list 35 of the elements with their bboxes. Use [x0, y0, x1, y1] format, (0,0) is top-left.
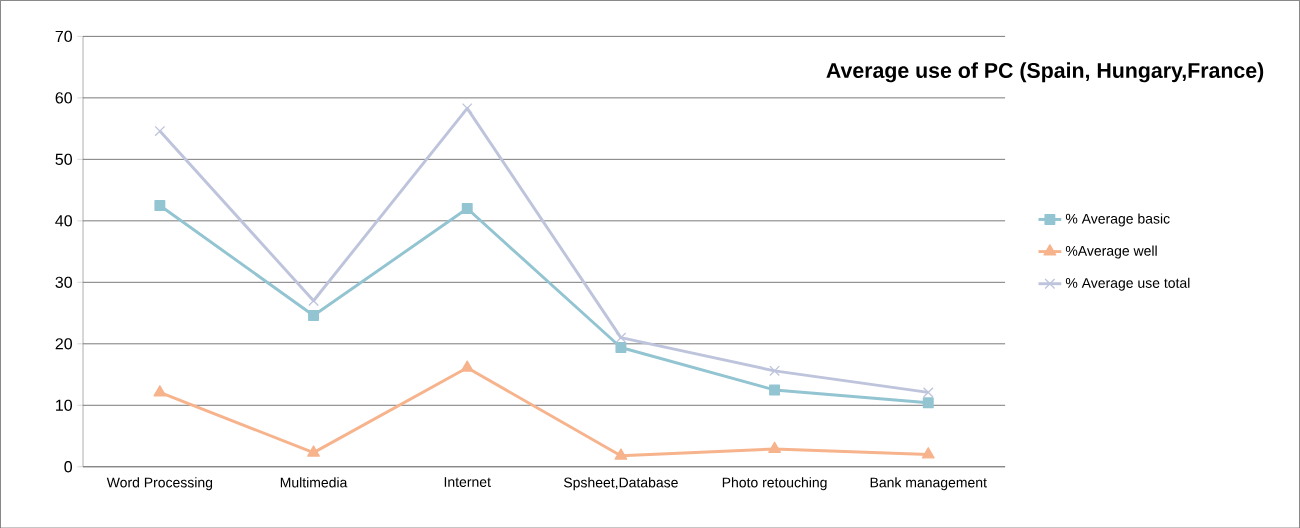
x-tick-label: Photo retouching	[722, 476, 827, 490]
x-tick-label: Multimedia	[280, 476, 348, 488]
y-tick-label: 0	[64, 460, 73, 473]
point	[615, 341, 627, 353]
x-tick-label: Spsheet,Database	[563, 476, 678, 490]
point	[768, 441, 782, 453]
point	[153, 384, 167, 397]
point	[308, 309, 320, 321]
point	[307, 445, 320, 457]
y-tick-label: 20	[55, 337, 73, 350]
point	[614, 448, 628, 460]
point	[921, 446, 935, 459]
legend-label: % Average use total	[1065, 277, 1190, 291]
y-tick-label: 10	[56, 399, 73, 411]
point	[154, 125, 166, 137]
y-tick-label: 70	[55, 30, 73, 42]
point	[769, 384, 781, 396]
legend-label: % Average basic	[1065, 213, 1170, 227]
x-tick-label: Bank management	[870, 476, 987, 490]
point	[461, 202, 473, 214]
y-tick-label: 40	[55, 214, 73, 227]
point	[615, 332, 627, 343]
point	[922, 386, 934, 398]
y-tick-label: 30	[55, 276, 73, 288]
y-tick-label: 60	[55, 91, 73, 104]
x-tick-label: Word Processing	[106, 476, 213, 490]
x-tick-label: Internet	[444, 476, 491, 487]
point	[461, 102, 473, 114]
point	[769, 365, 780, 376]
legend-label: %Average well	[1065, 245, 1157, 259]
y-tick-label: 50	[55, 153, 73, 165]
point	[460, 360, 474, 372]
text: Average use of PC (Spain, Hungary,France)	[826, 62, 1264, 83]
point	[154, 199, 166, 211]
point	[922, 397, 934, 409]
